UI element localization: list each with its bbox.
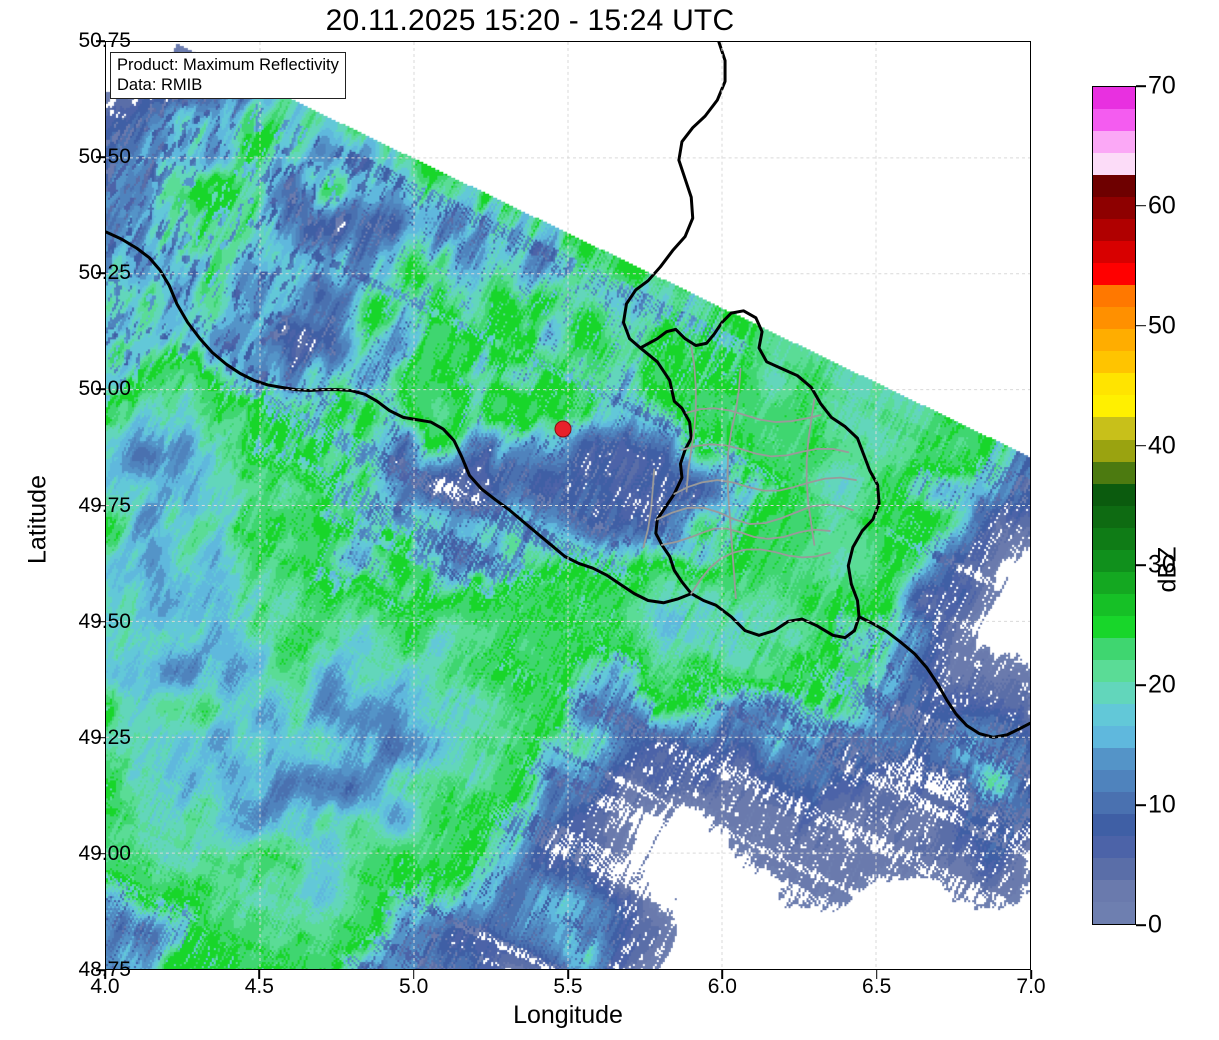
radar-plot-area[interactable] — [105, 41, 1031, 970]
geography-borders-layer — [106, 42, 1030, 739]
colorbar-band — [1093, 131, 1135, 154]
colorbar-band — [1093, 329, 1135, 352]
colorbar-band — [1093, 593, 1135, 616]
x-tick-label: 6.0 — [707, 975, 737, 998]
colorbar-band — [1093, 109, 1135, 132]
colorbar-band — [1093, 417, 1135, 440]
colorbar-band — [1093, 241, 1135, 264]
info-product-line: Product: Maximum Reflectivity — [117, 56, 339, 74]
y-tick-label: 50.75 — [78, 29, 131, 52]
colorbar-tick-mark — [1136, 684, 1146, 687]
colorbar-tick-mark — [1136, 205, 1146, 207]
y-tick-label: 49.50 — [78, 609, 131, 633]
y-tick-label: 49.75 — [78, 493, 131, 517]
y-tick-mark — [96, 40, 105, 42]
colorbar-band — [1093, 527, 1135, 550]
colorbar-band — [1093, 87, 1135, 110]
colorbar-tick-mark — [1136, 85, 1146, 87]
colorbar-band — [1093, 836, 1135, 859]
colorbar-band — [1093, 703, 1135, 726]
y-tick-label: 50.25 — [78, 261, 131, 285]
colorbar-tick-label: 70 — [1148, 71, 1176, 100]
x-tick-mark — [1030, 970, 1032, 979]
y-tick-mark — [96, 969, 105, 971]
y-axis-label: Latitude — [23, 475, 52, 564]
colorbar-band — [1093, 395, 1135, 418]
colorbar-tick-label: 20 — [1148, 670, 1176, 699]
y-tick-label: 48.75 — [78, 958, 131, 982]
colorbar-tick-mark — [1136, 924, 1146, 926]
colorbar-tick-mark — [1136, 564, 1146, 567]
colorbar-tick-label: 40 — [1148, 431, 1176, 460]
radar-station-marker[interactable] — [554, 420, 572, 438]
product-info-box: Product: Maximum Reflectivity Data: RMIB — [110, 52, 346, 100]
colorbar-band — [1093, 307, 1135, 330]
colorbar-tick-label: 60 — [1148, 191, 1176, 220]
colorbar-band — [1093, 747, 1135, 770]
colorbar-band — [1093, 615, 1135, 638]
y-tick-label: 49.25 — [78, 725, 131, 749]
x-tick-label: 4.5 — [244, 975, 274, 998]
colorbar-band — [1093, 153, 1135, 176]
x-tick-mark — [567, 970, 569, 979]
y-tick-label: 49.00 — [78, 841, 131, 865]
colorbar-band — [1093, 373, 1135, 396]
x-tick-mark — [721, 970, 724, 979]
x-tick-label: 7.0 — [1016, 975, 1046, 998]
y-tick-label: 50.00 — [78, 377, 131, 401]
colorbar-band — [1093, 483, 1135, 506]
colorbar-band — [1093, 219, 1135, 242]
colorbar-band — [1093, 769, 1135, 792]
colorbar-band — [1093, 858, 1135, 881]
y-tick-label: 50.50 — [78, 145, 131, 169]
colorbar-band — [1093, 461, 1135, 484]
colorbar-tick-mark — [1136, 324, 1146, 327]
colorbar[interactable] — [1092, 86, 1136, 925]
colorbar-band — [1093, 439, 1135, 462]
x-tick-label: 4.0 — [90, 975, 120, 998]
colorbar-band — [1093, 175, 1135, 198]
x-tick-mark — [258, 970, 261, 979]
colorbar-tick-mark — [1136, 444, 1146, 447]
y-tick-mark — [96, 388, 105, 391]
colorbar-band — [1093, 902, 1135, 925]
colorbar-tick-label: 10 — [1148, 790, 1176, 819]
colorbar-band — [1093, 637, 1135, 660]
y-tick-mark — [96, 272, 105, 275]
colorbar-band — [1093, 263, 1135, 286]
colorbar-tick-label: 30 — [1148, 550, 1176, 579]
x-axis-label: Longitude — [513, 1001, 623, 1029]
colorbar-tick-label: 0 — [1148, 910, 1162, 939]
colorbar-tick-mark — [1136, 804, 1146, 806]
colorbar-band — [1093, 505, 1135, 528]
colorbar-band — [1093, 285, 1135, 308]
colorbar-band — [1093, 814, 1135, 837]
colorbar-band — [1093, 681, 1135, 704]
x-tick-label: 5.5 — [553, 975, 583, 998]
x-tick-label: 5.0 — [399, 975, 429, 998]
y-tick-mark — [96, 853, 105, 855]
colorbar-band — [1093, 725, 1135, 748]
colorbar-band — [1093, 197, 1135, 220]
colorbar-tick-label: 50 — [1148, 311, 1176, 340]
y-tick-mark — [96, 620, 105, 623]
x-tick-mark — [875, 970, 878, 979]
y-tick-mark — [96, 156, 105, 158]
colorbar-band — [1093, 549, 1135, 572]
x-tick-mark — [104, 970, 106, 979]
colorbar-band — [1093, 659, 1135, 682]
y-tick-mark — [96, 736, 105, 739]
x-tick-mark — [412, 970, 415, 979]
info-data-line: Data: RMIB — [117, 76, 203, 95]
gridlines-layer — [106, 42, 1030, 969]
x-tick-label: 6.5 — [862, 975, 892, 998]
colorbar-band — [1093, 571, 1135, 594]
page-title: 20.11.2025 15:20 - 15:24 UTC — [325, 4, 735, 37]
colorbar-band — [1093, 792, 1135, 815]
colorbar-band — [1093, 880, 1135, 903]
colorbar-band — [1093, 351, 1135, 374]
y-tick-mark — [96, 504, 105, 507]
